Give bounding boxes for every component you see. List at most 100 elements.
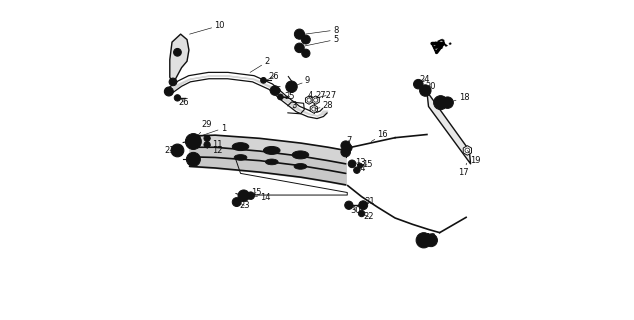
Circle shape [361,203,365,207]
Circle shape [354,167,360,173]
Circle shape [344,150,347,154]
Circle shape [185,133,202,149]
Circle shape [417,82,420,86]
Circle shape [420,85,431,96]
Text: 8: 8 [305,26,339,35]
Circle shape [204,141,210,148]
Circle shape [204,135,210,141]
Ellipse shape [292,151,309,159]
Text: 31: 31 [363,197,375,206]
Ellipse shape [264,147,280,155]
Circle shape [359,201,368,210]
Text: 6: 6 [276,86,281,95]
Text: 20: 20 [425,82,436,91]
Circle shape [278,94,283,100]
Circle shape [174,147,181,154]
Text: 5: 5 [305,35,338,46]
Circle shape [286,81,297,92]
Text: 3: 3 [291,101,296,110]
Circle shape [295,43,304,52]
Circle shape [341,147,351,157]
Circle shape [294,29,304,39]
Circle shape [171,144,184,157]
Circle shape [442,97,453,108]
Circle shape [344,144,352,152]
Circle shape [190,138,197,145]
Text: 15: 15 [250,188,261,197]
Ellipse shape [294,164,307,169]
Text: 24: 24 [419,75,429,84]
Ellipse shape [234,155,247,160]
Text: 21: 21 [165,146,175,155]
Circle shape [348,160,356,168]
Circle shape [174,95,181,101]
Circle shape [169,78,177,86]
Circle shape [358,163,363,168]
Polygon shape [306,96,313,104]
Circle shape [302,49,310,57]
Text: 11: 11 [208,138,223,149]
Circle shape [289,84,294,89]
Circle shape [232,197,241,206]
Circle shape [437,100,444,106]
Circle shape [358,210,365,217]
Text: 19: 19 [467,150,481,164]
Text: 15: 15 [360,160,372,169]
Circle shape [345,201,353,209]
Text: 29: 29 [193,120,212,141]
Circle shape [356,169,358,172]
Circle shape [423,88,428,93]
Text: 17: 17 [458,163,469,177]
Polygon shape [310,105,318,113]
Circle shape [273,89,277,92]
Circle shape [445,100,450,105]
Circle shape [270,86,280,95]
Circle shape [164,87,173,96]
Text: 4: 4 [308,91,313,100]
Circle shape [304,38,307,42]
Circle shape [341,141,351,150]
Text: 18: 18 [448,93,469,103]
Polygon shape [312,96,320,104]
Circle shape [190,156,197,163]
Text: 26: 26 [178,98,189,107]
Circle shape [413,79,423,89]
Text: 14: 14 [354,164,365,173]
Circle shape [416,233,431,248]
Text: 2727: 2727 [315,91,337,100]
Text: 30: 30 [351,205,361,215]
Text: 25: 25 [283,92,295,101]
Text: 18: 18 [425,233,436,242]
Text: 10: 10 [190,21,225,34]
Circle shape [235,200,238,204]
Text: 28: 28 [314,101,333,110]
Circle shape [261,77,266,83]
Text: 26: 26 [266,72,279,81]
Circle shape [238,190,249,201]
Polygon shape [170,34,189,84]
Circle shape [247,192,255,199]
Text: 22: 22 [361,212,373,221]
Text: 23: 23 [237,201,250,210]
Text: 2: 2 [250,57,269,72]
Text: FR.: FR. [429,34,455,55]
Text: 12: 12 [208,145,223,155]
Ellipse shape [266,159,278,165]
Circle shape [297,32,302,36]
Polygon shape [463,146,472,155]
Text: 14: 14 [246,193,271,202]
Circle shape [174,49,181,56]
Circle shape [434,96,448,110]
Circle shape [186,152,200,166]
Circle shape [301,35,310,44]
Text: 7: 7 [346,136,352,147]
Circle shape [297,46,301,50]
Circle shape [425,234,437,247]
Text: 9: 9 [292,76,310,87]
Circle shape [351,162,354,165]
Polygon shape [427,92,470,164]
Circle shape [304,52,307,55]
Circle shape [241,193,246,198]
Circle shape [420,237,427,244]
Circle shape [360,212,363,215]
